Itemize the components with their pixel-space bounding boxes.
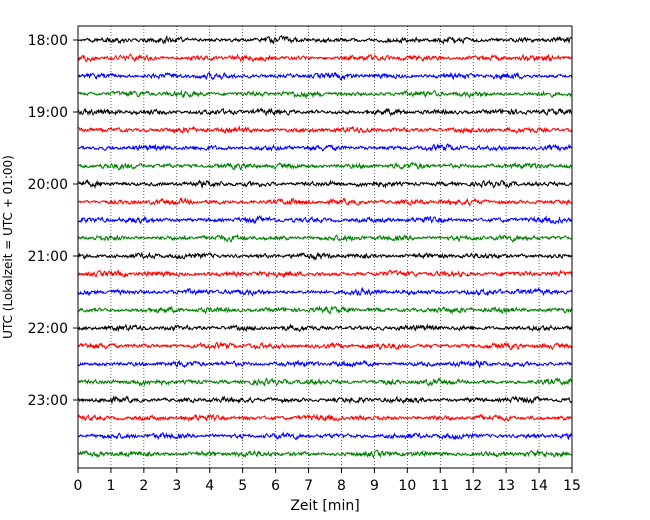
y-axis-ticks: 18:00 19:00 20:00 21:00 22:00 23:00 — [28, 33, 78, 409]
seismic-traces — [77, 34, 573, 459]
trace-line — [77, 179, 573, 190]
x-tick-label: 2 — [139, 478, 148, 494]
y-tick-label: 18:00 — [28, 33, 68, 49]
x-tick-label: 6 — [271, 478, 280, 494]
y-tick-label: 21:00 — [28, 249, 68, 265]
y-axis-label: UTC (Lokalzeit = UTC + 01:00) — [1, 155, 15, 339]
x-tick-label: 1 — [106, 478, 115, 494]
trace-line — [77, 53, 573, 63]
x-tick-label: 11 — [431, 478, 449, 494]
x-tick-label: 9 — [370, 478, 379, 494]
x-tick-label: 5 — [238, 478, 247, 494]
trace-line — [77, 269, 573, 279]
plot-frame — [77, 25, 573, 469]
trace-line — [77, 305, 573, 315]
x-tick-label: 12 — [464, 478, 482, 494]
y-tick-label: 22:00 — [28, 321, 68, 337]
trace-line — [77, 233, 573, 243]
trace-line — [77, 71, 573, 81]
trace-line — [77, 251, 573, 261]
x-axis-ticks: 0 1 2 3 4 5 6 7 8 9 10 11 12 13 14 15 — [74, 468, 581, 494]
x-tick-label: 13 — [497, 478, 515, 494]
x-tick-label: 4 — [205, 478, 214, 494]
trace-line — [77, 197, 573, 207]
trace-line — [77, 89, 573, 100]
trace-line — [77, 125, 573, 135]
trace-line — [77, 359, 573, 369]
trace-line — [77, 107, 573, 118]
trace-line — [77, 214, 573, 225]
x-tick-label: 3 — [172, 478, 181, 494]
x-tick-label: 10 — [398, 478, 416, 494]
trace-line — [77, 395, 573, 405]
x-tick-label: 0 — [74, 478, 83, 494]
x-tick-label: 15 — [563, 478, 581, 494]
trace-line — [77, 377, 573, 387]
y-tick-label: 20:00 — [28, 177, 68, 193]
trace-line — [77, 142, 573, 153]
trace-line — [77, 413, 573, 423]
trace-line — [77, 341, 573, 351]
x-tick-label: 7 — [304, 478, 313, 494]
trace-line — [77, 34, 573, 45]
trace-line — [77, 161, 573, 171]
y-tick-label: 19:00 — [28, 105, 68, 121]
y-tick-label: 23:00 — [28, 393, 68, 409]
trace-line — [77, 323, 573, 333]
trace-line — [77, 431, 573, 441]
trace-line — [77, 449, 573, 459]
x-tick-label: 14 — [530, 478, 548, 494]
x-tick-label: 8 — [337, 478, 346, 494]
x-axis-label: Zeit [min] — [290, 498, 359, 514]
trace-line — [77, 286, 573, 297]
